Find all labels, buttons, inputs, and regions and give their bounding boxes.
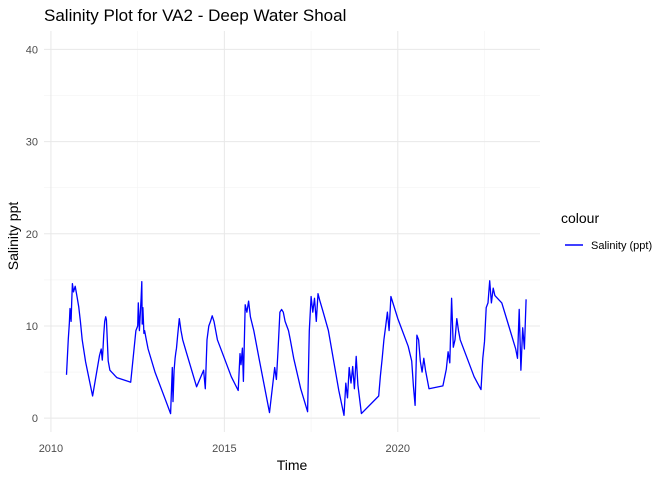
x-axis-ticks: 2010 2015 2020 [39, 443, 410, 455]
y-tick-label: 30 [26, 137, 38, 149]
y-tick-label: 20 [26, 229, 38, 241]
x-tick-label: 2020 [386, 443, 410, 455]
grid [44, 31, 540, 432]
chart-title: Salinity Plot for VA2 - Deep Water Shoal [44, 6, 346, 25]
x-tick-label: 2015 [212, 443, 236, 455]
y-tick-label: 10 [26, 321, 38, 333]
legend: colour Salinity (ppt) [561, 210, 652, 252]
x-tick-label: 2010 [39, 443, 63, 455]
x-axis-title: Time [277, 457, 308, 473]
legend-label-salinity: Salinity (ppt) [591, 240, 652, 252]
y-tick-label: 40 [26, 44, 38, 56]
series-line-salinity [65, 280, 527, 417]
legend-title: colour [561, 210, 599, 226]
y-tick-label: 0 [32, 413, 38, 425]
y-axis-title: Salinity ppt [5, 202, 21, 271]
y-axis-ticks: 0 10 20 30 40 [26, 44, 38, 425]
series-layer [65, 280, 527, 417]
